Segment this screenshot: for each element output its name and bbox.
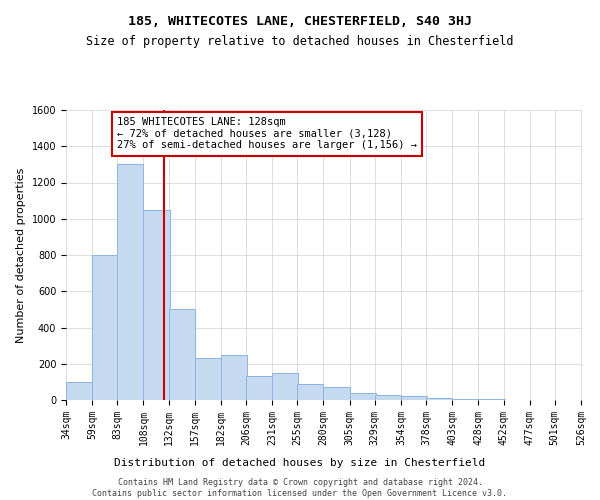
Text: 185, WHITECOTES LANE, CHESTERFIELD, S40 3HJ: 185, WHITECOTES LANE, CHESTERFIELD, S40 … [128, 15, 472, 28]
Y-axis label: Number of detached properties: Number of detached properties [16, 168, 26, 342]
Bar [221, 354, 247, 400]
Bar [117, 164, 143, 400]
Bar [401, 396, 427, 400]
Bar [350, 393, 376, 400]
Bar [92, 255, 118, 400]
Bar [169, 310, 195, 400]
Text: Size of property relative to detached houses in Chesterfield: Size of property relative to detached ho… [86, 35, 514, 48]
Bar [323, 388, 350, 400]
Text: 185 WHITECOTES LANE: 128sqm
← 72% of detached houses are smaller (3,128)
27% of : 185 WHITECOTES LANE: 128sqm ← 72% of det… [117, 117, 417, 150]
Bar [66, 382, 92, 400]
Bar [272, 373, 298, 400]
Text: Distribution of detached houses by size in Chesterfield: Distribution of detached houses by size … [115, 458, 485, 468]
Bar [195, 358, 221, 400]
Bar [375, 396, 401, 400]
Text: Contains HM Land Registry data © Crown copyright and database right 2024.
Contai: Contains HM Land Registry data © Crown c… [92, 478, 508, 498]
Bar [452, 399, 478, 400]
Bar [246, 376, 272, 400]
Bar [426, 398, 452, 400]
Bar [143, 210, 170, 400]
Bar [298, 384, 323, 400]
